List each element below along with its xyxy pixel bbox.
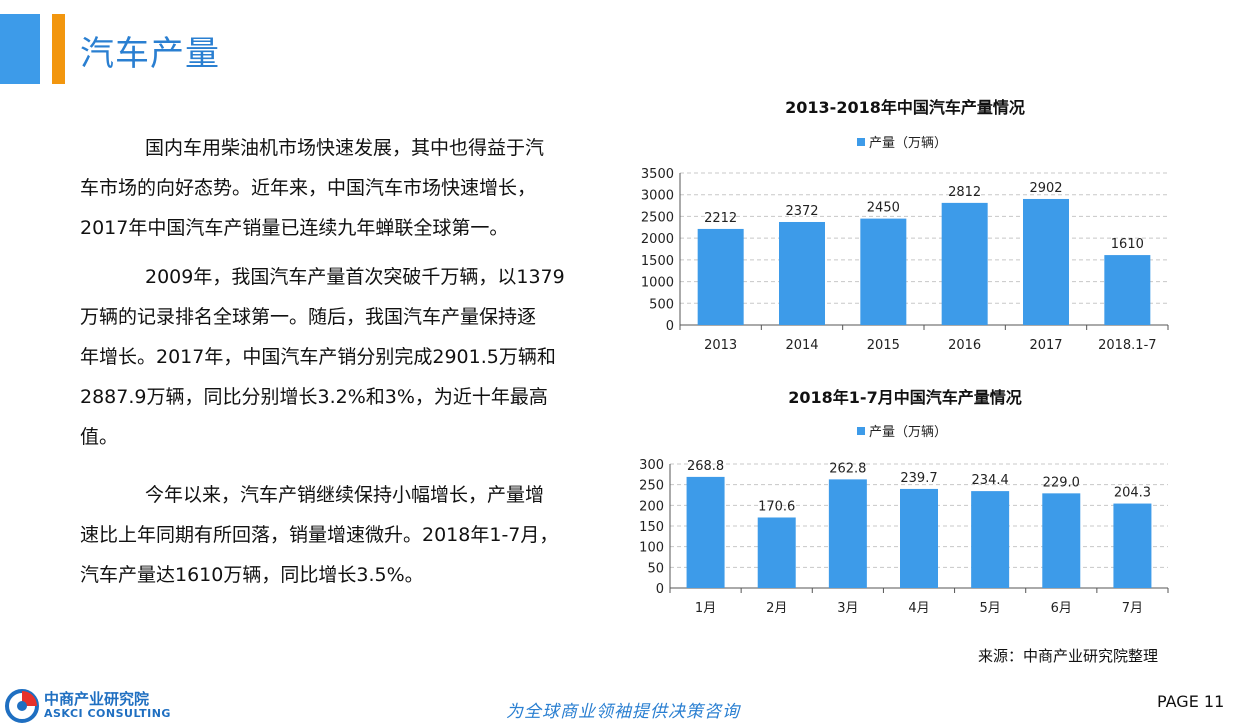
paragraph-1: 国内车用柴油机市场快速发展，其中也得益于汽 车市场的向好态势。近年来，中国汽车市…: [80, 128, 610, 248]
bar: [941, 202, 988, 325]
bar: [697, 228, 744, 325]
company-logo: 中商产业研究院 ASKCI CONSULTING: [4, 688, 174, 724]
x-tick-label: 5月: [980, 601, 1001, 616]
x-tick-label: 2014: [785, 338, 818, 353]
x-tick-label: 6月: [1051, 601, 1072, 616]
bar: [1023, 198, 1069, 325]
logo-chinese-name: 中商产业研究院: [44, 690, 150, 708]
bar: [971, 491, 1010, 588]
slogan: 为全球商业领袖提供决策咨询: [506, 702, 740, 722]
y-tick-label: 0: [666, 319, 674, 334]
paragraph-line: 2017年中国汽车产销量已连续九年蝉联全球第一。: [80, 217, 509, 239]
y-tick-label: 1000: [641, 276, 674, 291]
paragraph-line: 国内车用柴油机市场快速发展，其中也得益于汽: [145, 137, 545, 159]
source-note: 来源：中商产业研究院整理: [978, 647, 1159, 665]
page-number: PAGE 11: [1157, 692, 1225, 711]
data-label: 1610: [1111, 237, 1144, 252]
paragraph-3: 今年以来，汽车产销继续保持小幅增长，产量增 速比上年同期有所回落，销量增速微升。…: [80, 475, 610, 595]
paragraph-line: 万辆的记录排名全球第一。随后，我国汽车产量保持逐: [80, 306, 537, 328]
x-tick-label: 1月: [695, 601, 716, 616]
data-label: 2372: [785, 204, 818, 219]
y-tick-label: 150: [639, 520, 664, 535]
paragraph-line: 2887.9万辆，同比分别增长3.2%和3%，为近十年最高: [80, 386, 548, 408]
paragraph-line: 汽车产量达1610万辆，同比增长3.5%。: [80, 564, 424, 586]
logo-mark-icon: [5, 689, 39, 723]
x-tick-label: 4月: [908, 601, 929, 616]
logo-english-name: ASKCI CONSULTING: [44, 707, 171, 720]
y-tick-label: 2000: [641, 232, 674, 247]
x-tick-label: 3月: [837, 601, 858, 616]
y-tick-label: 0: [656, 582, 664, 597]
bar: [686, 476, 725, 588]
paragraph-line: 速比上年同期有所回落，销量增速微升。2018年1-7月，: [80, 524, 559, 546]
y-tick-label: 3500: [641, 167, 674, 182]
y-tick-label: 50: [647, 561, 664, 576]
bar: [860, 218, 907, 325]
paragraph-line: 2009年，我国汽车产量首次突破千万辆，以1379: [145, 266, 565, 288]
legend-swatch: [857, 138, 865, 146]
data-label: 268.8: [687, 459, 724, 474]
bar: [900, 488, 938, 588]
data-label: 2812: [948, 185, 981, 200]
data-label: 204.3: [1114, 486, 1151, 501]
data-label: 2902: [1029, 181, 1062, 196]
data-label: 2450: [867, 201, 900, 216]
y-tick-label: 3000: [641, 189, 674, 204]
bar: [828, 479, 867, 588]
bar: [1042, 493, 1081, 588]
legend-swatch: [857, 427, 865, 435]
y-tick-label: 1500: [641, 254, 674, 269]
y-tick-label: 2500: [641, 210, 674, 225]
legend-label: 产量（万辆）: [869, 425, 947, 440]
data-label: 2212: [704, 211, 737, 226]
header-accent-orange: [52, 14, 65, 84]
paragraph-line: 车市场的向好态势。近年来，中国汽车市场快速增长，: [80, 177, 537, 199]
x-tick-label: 7月: [1122, 601, 1143, 616]
x-tick-label: 2015: [867, 338, 900, 353]
paragraph-line: 值。: [80, 426, 119, 448]
paragraph-2: 2009年，我国汽车产量首次突破千万辆，以1379 万辆的记录排名全球第一。随后…: [80, 257, 610, 457]
x-tick-label: 2018.1-7: [1098, 338, 1156, 353]
paragraph-line: 年增长。2017年，中国汽车产销分别完成2901.5万辆和: [80, 346, 556, 368]
x-tick-label: 2016: [948, 338, 981, 353]
bar: [1113, 503, 1152, 588]
header-accent-blue: [0, 14, 40, 84]
data-label: 239.7: [900, 471, 937, 486]
paragraph-line: 今年以来，汽车产销继续保持小幅增长，产量增: [145, 484, 545, 506]
page-title: 汽车产量: [80, 34, 220, 74]
y-tick-label: 100: [639, 541, 664, 556]
bar: [779, 221, 825, 325]
data-label: 170.6: [758, 499, 795, 514]
x-tick-label: 2013: [704, 338, 737, 353]
chart-title: 2013-2018年中国汽车产量情况: [785, 98, 1025, 117]
y-tick-label: 500: [649, 297, 674, 312]
data-label: 262.8: [829, 461, 866, 476]
legend-label: 产量（万辆）: [869, 136, 947, 151]
bar: [1104, 255, 1151, 325]
bar: [757, 517, 796, 588]
y-tick-label: 300: [639, 458, 664, 473]
x-tick-label: 2月: [766, 601, 787, 616]
y-tick-label: 200: [639, 499, 664, 514]
x-tick-label: 2017: [1029, 338, 1062, 353]
data-label: 234.4: [972, 473, 1009, 488]
chart-title: 2018年1-7月中国汽车产量情况: [788, 388, 1021, 407]
data-label: 229.0: [1043, 475, 1080, 490]
y-tick-label: 250: [639, 479, 664, 494]
